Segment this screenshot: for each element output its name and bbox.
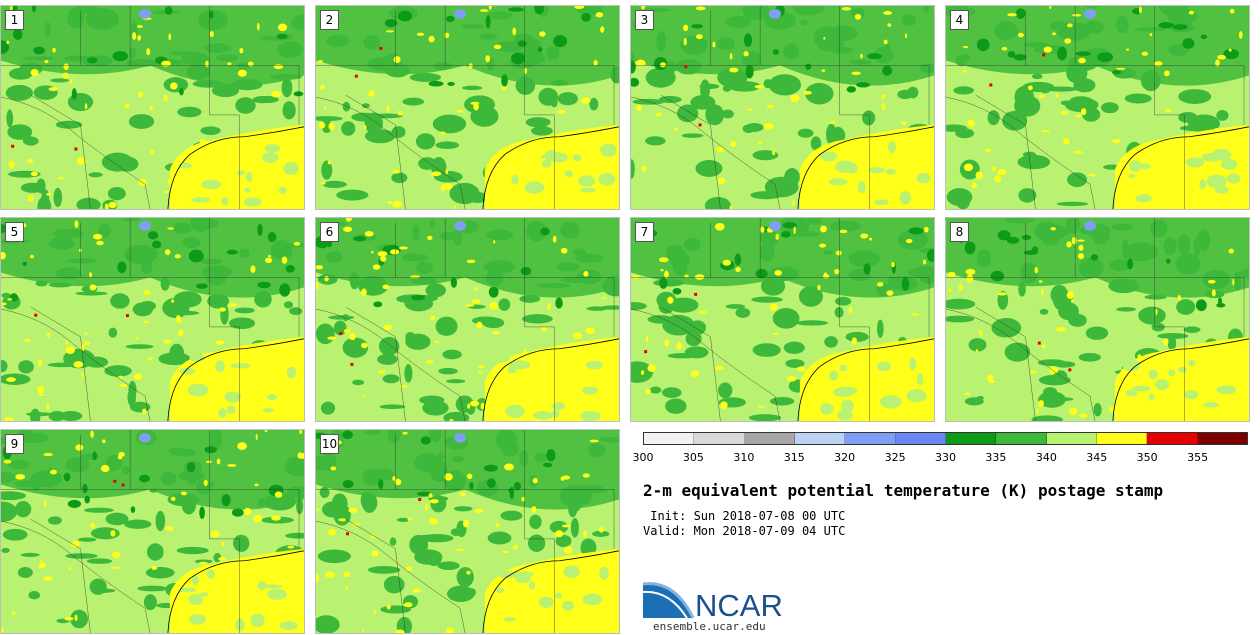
member-panel-2[interactable]: 2	[315, 5, 620, 210]
colorbar-bin	[996, 433, 1047, 444]
colorbar-tick: 355	[1187, 451, 1209, 464]
map-field	[1, 6, 304, 209]
colorbar-bin	[945, 433, 997, 444]
member-panel-1[interactable]: 1	[0, 5, 305, 210]
site-link[interactable]: ensemble.ucar.edu	[653, 620, 766, 633]
colorbar-tick: 325	[884, 451, 906, 464]
member-label: 6	[320, 222, 339, 242]
member-panel-3[interactable]: 3	[630, 5, 935, 210]
plot-title: 2-m equivalent potential temperature (K)…	[643, 481, 1164, 500]
colorbar-tick: 300	[632, 451, 654, 464]
colorbar-bin	[1197, 433, 1247, 444]
colorbar-bin	[1096, 433, 1148, 444]
colorbar	[643, 432, 1248, 445]
colorbar-tick: 320	[834, 451, 856, 464]
colorbar-bin	[845, 433, 896, 444]
member-panel-8[interactable]: 8	[945, 217, 1250, 422]
member-panel-6[interactable]: 6	[315, 217, 620, 422]
svg-text:NCAR: NCAR	[695, 588, 783, 622]
member-panel-9[interactable]: 9	[0, 429, 305, 634]
colorbar-tick: 315	[783, 451, 805, 464]
colorbar-bin	[794, 433, 846, 444]
colorbar-bin	[644, 433, 695, 444]
member-panel-7[interactable]: 7	[630, 217, 935, 422]
member-label: 9	[5, 434, 24, 454]
member-label: 5	[5, 222, 24, 242]
map-field	[631, 218, 934, 421]
colorbar-bin	[1046, 433, 1097, 444]
member-panel-4[interactable]: 4	[945, 5, 1250, 210]
colorbar-bin	[694, 433, 745, 444]
map-field	[1, 218, 304, 421]
member-label: 4	[950, 10, 969, 30]
map-field	[946, 218, 1249, 421]
colorbar-tick: 330	[935, 451, 956, 464]
colorbar-tick: 305	[682, 451, 704, 464]
map-field	[631, 6, 934, 209]
colorbar-tick: 340	[1035, 451, 1057, 464]
member-label: 8	[950, 222, 969, 242]
colorbar-bin	[744, 433, 795, 444]
colorbar-tick: 335	[985, 451, 1007, 464]
member-label: 3	[635, 10, 654, 30]
member-label: 1	[5, 10, 24, 30]
map-field	[316, 218, 619, 421]
member-panel-10[interactable]: 10	[315, 429, 620, 634]
member-label: 7	[635, 222, 654, 242]
ncar-logo[interactable]: NCAR	[643, 578, 803, 622]
init-time: Init: Sun 2018-07-08 00 UTC	[643, 509, 846, 523]
valid-time: Valid: Mon 2018-07-09 04 UTC	[643, 524, 846, 538]
map-field	[1, 430, 304, 633]
member-label: 2	[320, 10, 339, 30]
colorbar-tick: 350	[1136, 451, 1158, 464]
member-panel-5[interactable]: 5	[0, 217, 305, 422]
member-label: 10	[320, 434, 339, 454]
colorbar-tick: 310	[733, 451, 755, 464]
colorbar-tick: 345	[1086, 451, 1108, 464]
colorbar-bin	[895, 433, 946, 444]
map-field	[316, 430, 619, 633]
map-field	[316, 6, 619, 209]
colorbar-bin	[1147, 433, 1198, 444]
map-field	[946, 6, 1249, 209]
